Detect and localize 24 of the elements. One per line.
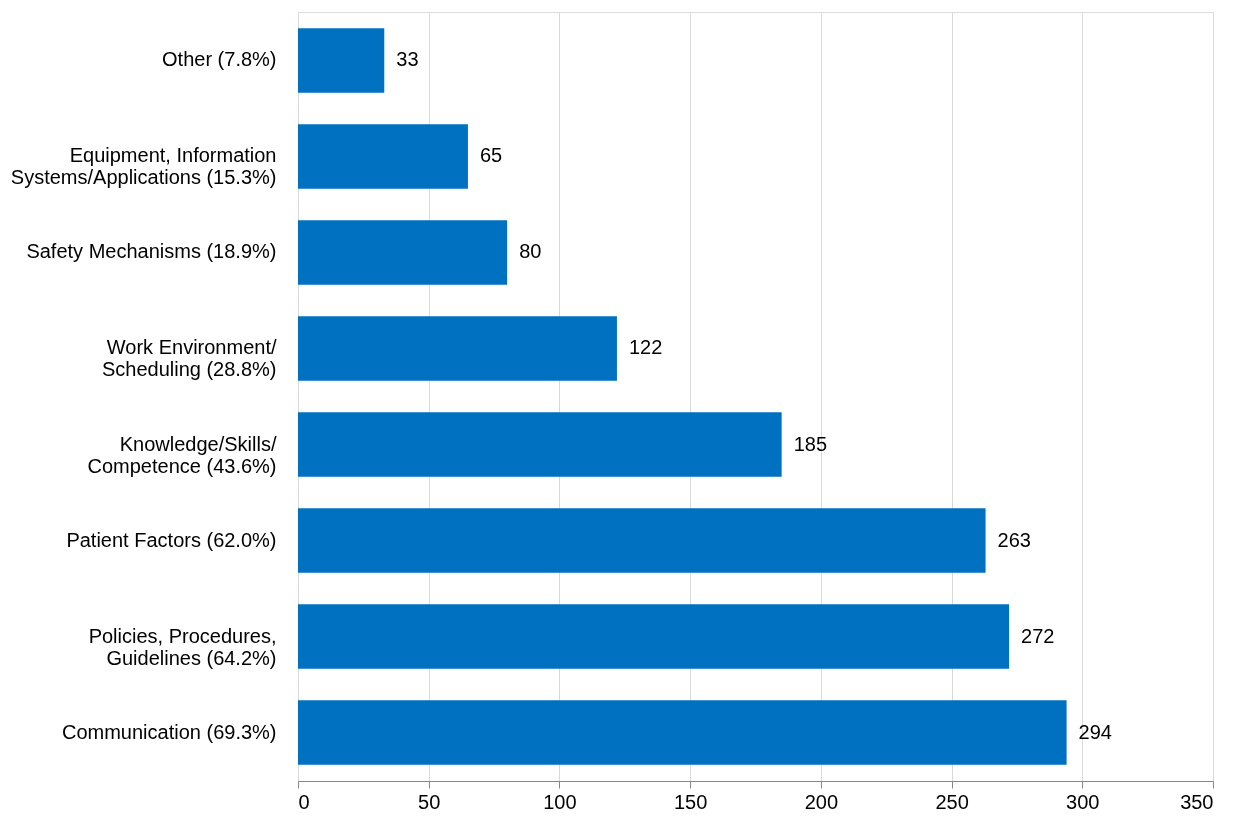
x-tick-label: 300 bbox=[1066, 790, 1100, 813]
x-tick-label: 50 bbox=[418, 790, 441, 813]
data-label: 33 bbox=[396, 48, 419, 71]
data-label: 65 bbox=[479, 144, 503, 167]
y-tick-label: Communication (69.3%) bbox=[61, 720, 277, 743]
x-tick-label: 100 bbox=[543, 790, 577, 813]
data-label: 272 bbox=[1021, 624, 1055, 647]
y-tick-label: Safety Mechanisms (18.9%) bbox=[26, 240, 277, 263]
y-tick-label: Equipment, Information Systems/Applications (15.3%) bbox=[10, 144, 277, 189]
x-tick-label: 200 bbox=[804, 790, 839, 813]
data-label: 80 bbox=[519, 240, 542, 263]
x-tick-label: 350 bbox=[1180, 790, 1214, 813]
data-label: 294 bbox=[1078, 720, 1112, 743]
data-label: 185 bbox=[793, 432, 828, 455]
data-label: 263 bbox=[997, 528, 1031, 551]
y-tick-label: Other (7.8%) bbox=[162, 48, 277, 71]
y-tick-label: Patient Factors (62.0%) bbox=[66, 528, 277, 551]
x-tick-label: 150 bbox=[673, 790, 708, 813]
y-tick-label: Knowledge/Skills/ Competence (43.6%) bbox=[87, 432, 277, 477]
data-label: 122 bbox=[628, 336, 663, 359]
x-tick-label: 0 bbox=[298, 790, 310, 813]
y-tick-label: Work Environment/ Scheduling (28.8%) bbox=[101, 336, 277, 381]
x-tick-label: 250 bbox=[935, 790, 969, 813]
y-tick-label: Policies, Procedures, Guidelines (64.2%) bbox=[88, 624, 277, 669]
